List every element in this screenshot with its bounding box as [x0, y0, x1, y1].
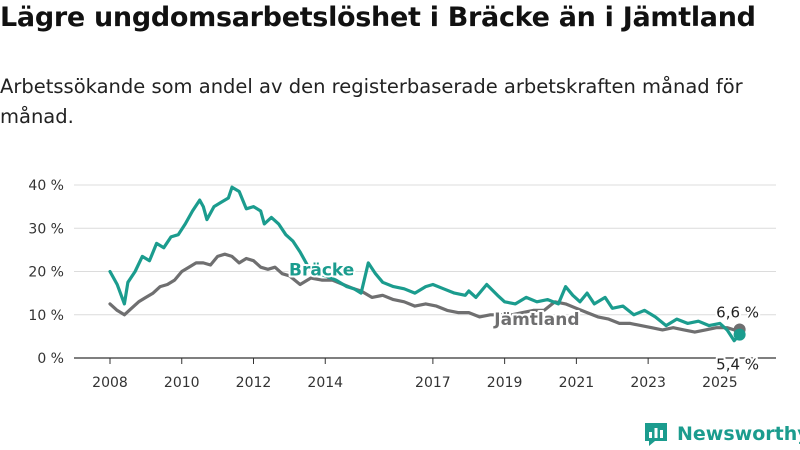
x-tick-label: 2012 [236, 375, 272, 391]
value-label-jmtland: 6,6 % [716, 303, 759, 321]
x-tick-label: 2017 [415, 375, 451, 391]
series-endpoint-brcke [733, 328, 746, 341]
x-tick-label: 2023 [630, 375, 666, 391]
series-line-jmtland [108, 252, 742, 334]
y-tick-label: 30 % [28, 221, 64, 237]
newsworthy-brand: Newsworthy [643, 419, 800, 449]
x-tick-label: 2010 [164, 375, 200, 391]
x-tick-label: 2021 [559, 375, 595, 391]
x-tick-label: 2019 [487, 375, 523, 391]
x-axis: 2008 2010 2012 2014 2017 2019 2021 2023 2025 [92, 358, 738, 391]
grid-lines [74, 184, 776, 359]
y-tick-label: 10 % [28, 308, 64, 324]
x-tick-label: 2008 [92, 375, 128, 391]
y-axis: 0 % 10 % 20 % 30 % 40 % [28, 178, 64, 367]
series-label-jmtland: Jämtland [493, 310, 579, 330]
y-tick-label: 40 % [28, 178, 64, 194]
series-line-brcke [108, 185, 742, 343]
chart-subtitle: Arbetssökande som andel av den registerb… [0, 75, 743, 128]
x-tick-label: 2025 [702, 375, 738, 391]
value-label-brcke: 5,4 % [716, 356, 759, 374]
series-label-brcke: Bräcke [289, 260, 354, 280]
series-lines [108, 185, 746, 343]
data-labels: Bräcke Jämtland 6,6 % 5,4 % [287, 258, 761, 375]
x-tick-label: 2014 [307, 375, 343, 391]
brand-name: Newsworthy [677, 423, 800, 445]
chart-title: Lägre ungdomsarbetslöshet i Bräcke än i … [0, 2, 756, 33]
y-tick-label: 0 % [37, 351, 64, 367]
newsworthy-logo-icon [645, 423, 667, 446]
y-tick-label: 20 % [28, 265, 64, 281]
